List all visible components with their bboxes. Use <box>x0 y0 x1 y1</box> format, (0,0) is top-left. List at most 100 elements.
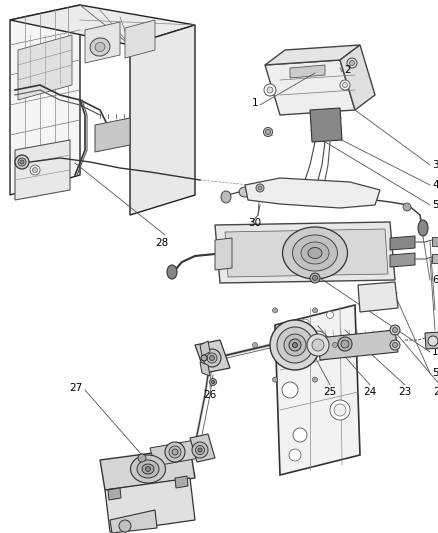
Polygon shape <box>195 340 230 373</box>
Ellipse shape <box>267 87 273 93</box>
Text: 22: 22 <box>433 387 438 397</box>
Ellipse shape <box>293 428 307 442</box>
Ellipse shape <box>310 273 320 283</box>
Ellipse shape <box>272 308 278 313</box>
Ellipse shape <box>283 227 347 279</box>
Ellipse shape <box>289 449 301 461</box>
Text: 5: 5 <box>432 200 438 210</box>
Polygon shape <box>10 5 80 195</box>
Ellipse shape <box>264 84 276 96</box>
Ellipse shape <box>392 343 398 348</box>
Ellipse shape <box>165 442 185 462</box>
Ellipse shape <box>18 158 26 166</box>
Polygon shape <box>150 440 200 466</box>
Ellipse shape <box>256 184 264 192</box>
Polygon shape <box>100 448 195 490</box>
Text: 4: 4 <box>432 180 438 190</box>
Text: 6: 6 <box>432 275 438 285</box>
Text: 19: 19 <box>432 347 438 357</box>
Polygon shape <box>200 341 210 356</box>
Polygon shape <box>125 20 155 58</box>
Ellipse shape <box>212 381 215 384</box>
Polygon shape <box>105 478 195 532</box>
Ellipse shape <box>106 130 118 140</box>
Ellipse shape <box>277 327 313 363</box>
Ellipse shape <box>390 325 400 335</box>
Ellipse shape <box>289 339 301 351</box>
Ellipse shape <box>95 43 105 52</box>
Text: 25: 25 <box>323 387 337 397</box>
Ellipse shape <box>119 520 131 532</box>
Ellipse shape <box>330 400 350 420</box>
Polygon shape <box>18 35 72 100</box>
Text: 10: 10 <box>437 325 438 335</box>
Polygon shape <box>85 22 120 63</box>
Ellipse shape <box>312 377 318 382</box>
Ellipse shape <box>403 203 411 211</box>
Ellipse shape <box>272 377 278 382</box>
Ellipse shape <box>209 378 216 385</box>
Text: 23: 23 <box>399 387 412 397</box>
Polygon shape <box>290 65 325 78</box>
Ellipse shape <box>293 235 338 271</box>
Ellipse shape <box>308 247 322 259</box>
Ellipse shape <box>340 80 350 90</box>
Ellipse shape <box>195 446 205 455</box>
Ellipse shape <box>209 356 215 360</box>
Polygon shape <box>225 229 388 277</box>
Text: 26: 26 <box>203 390 217 400</box>
Polygon shape <box>130 25 195 215</box>
Polygon shape <box>110 510 157 533</box>
Ellipse shape <box>312 308 318 313</box>
Polygon shape <box>190 434 215 462</box>
Polygon shape <box>390 236 415 250</box>
Ellipse shape <box>145 466 151 472</box>
Polygon shape <box>215 222 395 283</box>
Polygon shape <box>358 282 398 312</box>
Polygon shape <box>432 254 438 263</box>
Text: 30: 30 <box>248 218 261 228</box>
Ellipse shape <box>332 343 338 348</box>
Ellipse shape <box>309 331 327 349</box>
Ellipse shape <box>341 340 349 348</box>
Ellipse shape <box>198 448 202 452</box>
Polygon shape <box>265 60 355 115</box>
Ellipse shape <box>15 155 29 169</box>
Polygon shape <box>10 5 195 45</box>
Ellipse shape <box>192 442 208 458</box>
Ellipse shape <box>307 334 329 356</box>
Text: 2: 2 <box>344 65 351 75</box>
Ellipse shape <box>334 404 346 416</box>
Ellipse shape <box>239 187 251 197</box>
Polygon shape <box>245 178 380 208</box>
Polygon shape <box>15 140 70 200</box>
Polygon shape <box>340 45 375 110</box>
Ellipse shape <box>203 349 221 367</box>
Ellipse shape <box>301 319 309 327</box>
Ellipse shape <box>284 334 306 356</box>
Text: 24: 24 <box>364 387 377 397</box>
Ellipse shape <box>313 335 323 345</box>
Text: 3: 3 <box>432 160 438 170</box>
Text: 27: 27 <box>69 383 82 393</box>
Ellipse shape <box>172 449 178 455</box>
Ellipse shape <box>347 58 357 68</box>
Text: 28: 28 <box>155 238 169 248</box>
Ellipse shape <box>221 191 231 203</box>
Polygon shape <box>215 238 232 270</box>
Ellipse shape <box>20 160 24 164</box>
Ellipse shape <box>167 265 177 279</box>
Ellipse shape <box>90 38 110 56</box>
Ellipse shape <box>252 343 258 348</box>
Polygon shape <box>265 45 360 65</box>
Polygon shape <box>318 330 398 360</box>
Ellipse shape <box>418 220 428 236</box>
Ellipse shape <box>131 455 166 483</box>
Ellipse shape <box>338 337 352 351</box>
Ellipse shape <box>312 339 324 351</box>
Polygon shape <box>95 118 130 152</box>
Ellipse shape <box>293 343 297 348</box>
Ellipse shape <box>270 320 320 370</box>
Ellipse shape <box>30 165 40 175</box>
Text: 9: 9 <box>437 305 438 315</box>
